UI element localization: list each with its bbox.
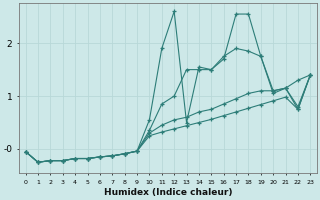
X-axis label: Humidex (Indice chaleur): Humidex (Indice chaleur) <box>104 188 232 197</box>
